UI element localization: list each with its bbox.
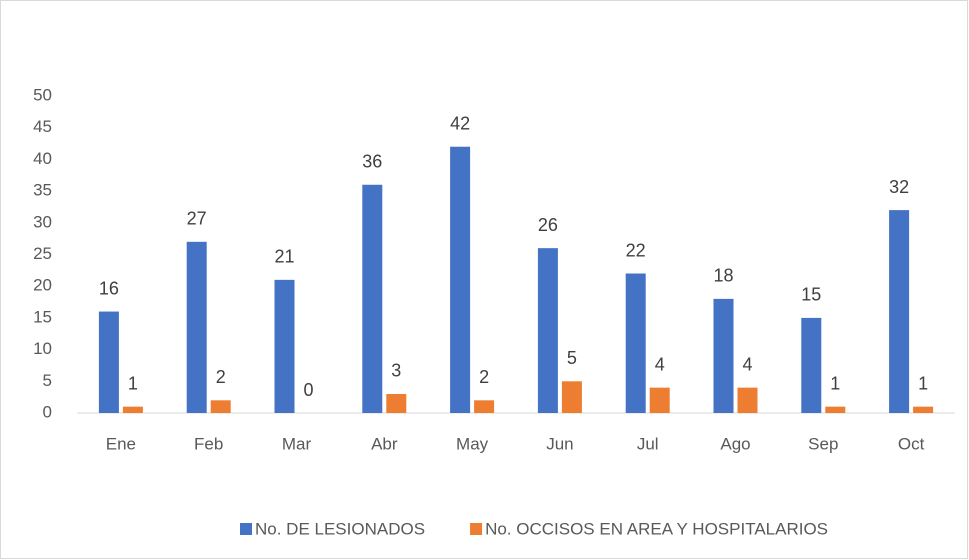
bar (537, 248, 558, 413)
bar (122, 406, 143, 413)
x-tick-label: May (456, 434, 489, 453)
y-tick-label: 30 (33, 212, 52, 231)
bar (737, 387, 758, 413)
bar (561, 381, 582, 413)
x-tick-label: Feb (194, 434, 223, 453)
x-tick-label: Abr (371, 434, 398, 453)
data-label: 15 (801, 285, 821, 305)
bar (801, 317, 822, 413)
x-tick-label: Ene (106, 434, 136, 453)
y-tick-label: 50 (33, 85, 52, 104)
bar (625, 273, 646, 413)
bar (98, 311, 119, 413)
bar (889, 210, 910, 413)
bar (186, 241, 207, 413)
y-tick-label: 20 (33, 276, 52, 295)
data-label: 0 (303, 380, 313, 400)
data-label: 16 (99, 278, 119, 298)
bar (649, 387, 670, 413)
y-tick-label: 35 (33, 181, 52, 200)
data-label: 36 (362, 152, 382, 172)
legend-swatch (470, 523, 483, 535)
y-tick-label: 45 (33, 117, 52, 136)
y-tick-label: 10 (33, 339, 52, 358)
y-tick-label: 0 (43, 402, 52, 421)
legend-label: No. DE LESIONADOS (255, 519, 425, 538)
data-label: 27 (187, 209, 207, 229)
bar (386, 393, 407, 413)
bar (825, 406, 846, 413)
data-label: 18 (713, 266, 733, 286)
data-label: 4 (742, 354, 752, 374)
bar (362, 184, 383, 413)
y-tick-label: 40 (33, 149, 52, 168)
bar (274, 279, 295, 413)
y-tick-label: 5 (43, 371, 52, 390)
bar (450, 146, 471, 413)
x-tick-label: Sep (808, 434, 838, 453)
x-tick-label: Mar (282, 434, 312, 453)
data-label: 3 (391, 361, 401, 381)
legend-swatch (240, 523, 252, 535)
data-label: 2 (479, 367, 489, 387)
data-label: 1 (128, 373, 138, 393)
x-tick-label: Jun (546, 434, 573, 453)
data-label: 21 (274, 247, 294, 267)
data-label: 5 (567, 348, 577, 368)
bar (913, 406, 934, 413)
x-tick-label: Oct (898, 434, 925, 453)
data-label: 42 (450, 113, 470, 133)
data-label: 22 (626, 240, 646, 260)
data-label: 26 (538, 215, 558, 235)
bar (713, 298, 734, 413)
bar (210, 400, 231, 413)
x-tick-label: Jul (637, 434, 659, 453)
data-label: 1 (830, 373, 840, 393)
bar (474, 400, 495, 413)
data-label: 32 (889, 177, 909, 197)
y-tick-label: 15 (33, 307, 52, 326)
data-label: 4 (655, 354, 665, 374)
y-tick-label: 25 (33, 244, 52, 263)
data-label: 1 (918, 373, 928, 393)
x-tick-label: Ago (720, 434, 750, 453)
legend-label: No. OCCISOS EN AREA Y HOSPITALARIOS (485, 519, 828, 538)
data-label: 2 (216, 367, 226, 387)
